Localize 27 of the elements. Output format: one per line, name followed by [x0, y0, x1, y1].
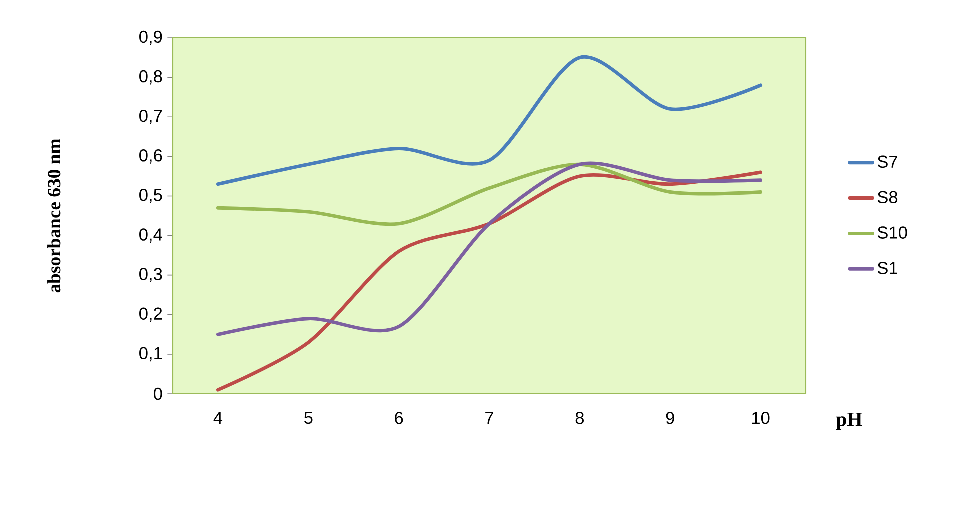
- y-tick-label: 0,4: [140, 228, 162, 243]
- line-series: [216, 56, 763, 186]
- x-axis-title: pH: [836, 412, 862, 430]
- y-tick-label: 0,2: [140, 308, 162, 322]
- y-tick-label: 0,6: [140, 150, 162, 164]
- y-tick-label: 0,5: [140, 189, 162, 204]
- legend-label: S10: [878, 226, 908, 239]
- x-tick-label: 4: [214, 412, 223, 424]
- x-tick-label: 9: [666, 412, 674, 424]
- legend-label: S8: [878, 191, 898, 204]
- line-series: [216, 170, 763, 392]
- x-tick-label: 8: [576, 412, 584, 424]
- y-tick-label: 0,7: [140, 110, 162, 124]
- y-tick-label: 0,9: [140, 30, 162, 46]
- y-tick-label: 0,1: [140, 347, 162, 362]
- y-tick-label: 0,3: [140, 268, 162, 282]
- y-axis-title: absorbance 630 nm: [48, 139, 61, 293]
- legend-label: S1: [878, 262, 898, 274]
- y-tick-label: 0,8: [140, 70, 162, 85]
- legend-label: S7: [878, 156, 898, 168]
- line-series: [216, 162, 763, 226]
- x-tick-label: 10: [752, 412, 770, 424]
- x-tick-label: 6: [395, 412, 404, 424]
- line-series: [216, 162, 763, 336]
- y-tick-label: 0: [154, 388, 162, 400]
- x-tick-label: 5: [304, 412, 313, 424]
- x-tick-label: 7: [486, 412, 494, 424]
